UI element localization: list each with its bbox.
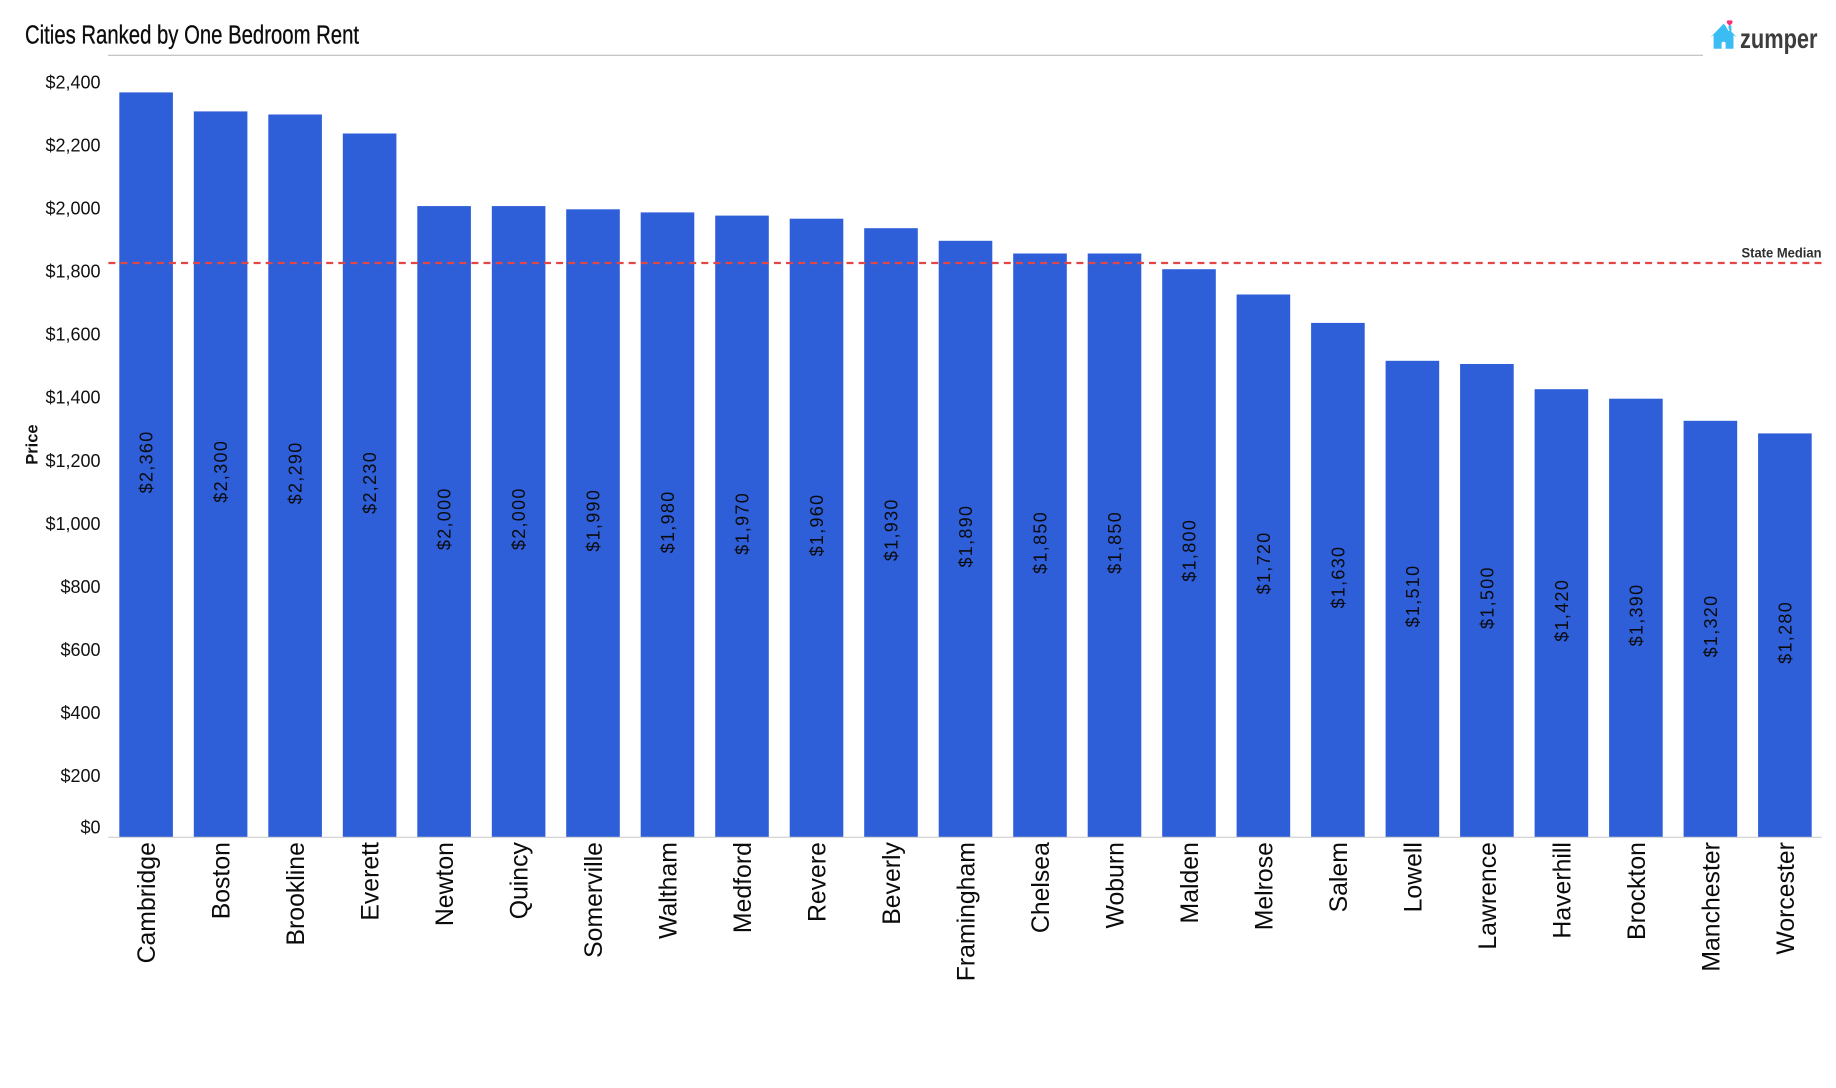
svg-text:$1,800: $1,800 [45, 262, 100, 282]
svg-text:Cambridge: Cambridge [134, 842, 161, 963]
svg-text:Brockton: Brockton [1624, 842, 1651, 940]
svg-text:$400: $400 [60, 703, 100, 723]
svg-text:$1,800: $1,800 [1180, 519, 1200, 582]
svg-text:Quincy: Quincy [507, 842, 534, 920]
svg-text:Manchester: Manchester [1698, 842, 1725, 972]
svg-text:$1,600: $1,600 [45, 325, 100, 345]
svg-text:$2,000: $2,000 [509, 487, 529, 550]
svg-text:Worcester: Worcester [1773, 842, 1800, 955]
svg-text:$2,290: $2,290 [286, 441, 306, 504]
svg-text:$600: $600 [60, 640, 100, 660]
svg-text:Brookline: Brookline [283, 842, 310, 945]
svg-text:Lawrence: Lawrence [1475, 842, 1502, 950]
svg-text:Malden: Malden [1177, 842, 1204, 923]
svg-text:$1,280: $1,280 [1776, 601, 1796, 664]
svg-text:$1,200: $1,200 [45, 451, 100, 471]
svg-text:$1,510: $1,510 [1403, 565, 1423, 628]
svg-text:Lowell: Lowell [1400, 842, 1427, 912]
svg-text:Boston: Boston [209, 842, 236, 919]
svg-text:$1,850: $1,850 [1031, 511, 1051, 574]
svg-text:$200: $200 [60, 766, 100, 786]
svg-text:Medford: Medford [730, 842, 757, 933]
svg-text:$1,390: $1,390 [1627, 584, 1647, 647]
svg-text:zumper: zumper [1740, 23, 1818, 54]
svg-text:Price: Price [24, 424, 42, 464]
svg-text:$1,930: $1,930 [882, 498, 902, 561]
svg-text:$1,420: $1,420 [1552, 579, 1572, 642]
svg-text:$2,400: $2,400 [45, 72, 100, 92]
svg-text:Somerville: Somerville [581, 842, 608, 958]
svg-text:Waltham: Waltham [656, 842, 683, 939]
svg-text:$1,720: $1,720 [1254, 531, 1274, 594]
svg-text:Haverhill: Haverhill [1549, 842, 1576, 938]
svg-text:Revere: Revere [805, 842, 832, 922]
svg-text:Chelsea: Chelsea [1028, 842, 1055, 933]
svg-text:$1,400: $1,400 [45, 388, 100, 408]
svg-text:Melrose: Melrose [1251, 842, 1278, 930]
svg-text:$2,360: $2,360 [137, 430, 157, 493]
svg-text:$2,000: $2,000 [435, 487, 455, 550]
svg-text:$1,000: $1,000 [45, 514, 100, 534]
svg-text:$2,200: $2,200 [45, 135, 100, 155]
svg-text:State Median: State Median [1742, 246, 1822, 261]
svg-text:$1,630: $1,630 [1329, 546, 1349, 609]
svg-text:$2,230: $2,230 [360, 451, 380, 514]
svg-text:$1,500: $1,500 [1478, 566, 1498, 629]
svg-text:$1,980: $1,980 [658, 490, 678, 553]
svg-text:$1,850: $1,850 [1105, 511, 1125, 574]
svg-text:$1,890: $1,890 [956, 505, 976, 568]
svg-text:Newton: Newton [432, 842, 459, 926]
svg-text:$1,990: $1,990 [584, 489, 604, 552]
svg-text:Salem: Salem [1326, 842, 1353, 912]
svg-text:Everett: Everett [358, 842, 385, 921]
svg-text:$1,970: $1,970 [733, 492, 753, 555]
svg-text:$800: $800 [60, 577, 100, 597]
svg-text:Framingham: Framingham [954, 842, 981, 981]
svg-text:$1,320: $1,320 [1701, 595, 1721, 658]
svg-text:Woburn: Woburn [1103, 842, 1130, 928]
svg-text:$2,000: $2,000 [45, 199, 100, 219]
svg-text:Beverly: Beverly [879, 842, 906, 925]
svg-text:$2,300: $2,300 [211, 440, 231, 503]
svg-text:Cities Ranked by One Bedroom R: Cities Ranked by One Bedroom Rent [25, 21, 359, 49]
svg-text:$0: $0 [80, 818, 100, 838]
svg-text:$1,960: $1,960 [807, 494, 827, 557]
